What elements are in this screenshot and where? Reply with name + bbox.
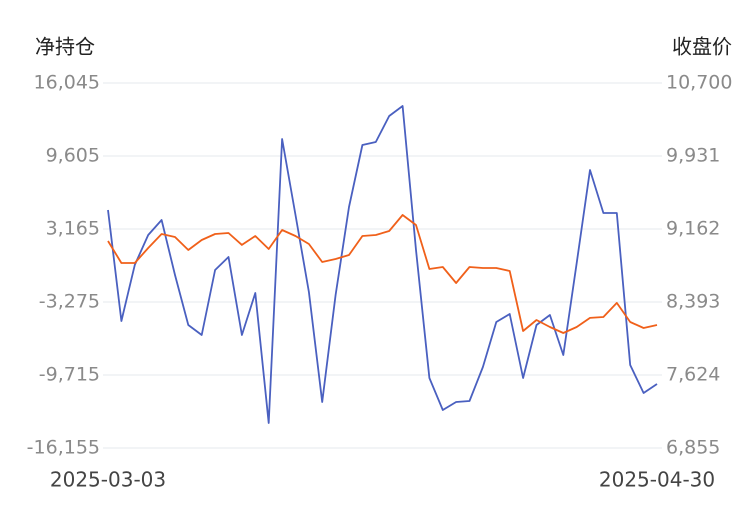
y2-tick-label: 9,931 <box>666 145 720 167</box>
y2-axis-title: 收盘价 <box>672 35 732 59</box>
series-line <box>107 214 658 334</box>
y-tick-label: -9,715 <box>39 364 100 386</box>
y2-tick-label: 9,162 <box>666 218 720 240</box>
y2-tick-label: 8,393 <box>666 291 720 313</box>
x-tick-label: 2025-03-03 <box>50 468 166 492</box>
x-tick-label: 2025-04-30 <box>599 468 715 492</box>
y-tick-label: 16,045 <box>34 72 100 94</box>
y-axis-title: 净持仓 <box>35 35 95 59</box>
y-tick-label: -3,275 <box>39 291 100 313</box>
y-tick-label: 9,605 <box>46 145 100 167</box>
series-line <box>107 105 658 424</box>
y2-tick-label: 10,700 <box>666 72 732 94</box>
y-tick-label: -16,155 <box>27 437 100 459</box>
y-tick-label: 3,165 <box>46 218 100 240</box>
y2-tick-label: 7,624 <box>666 364 720 386</box>
y2-tick-label: 6,855 <box>666 437 720 459</box>
